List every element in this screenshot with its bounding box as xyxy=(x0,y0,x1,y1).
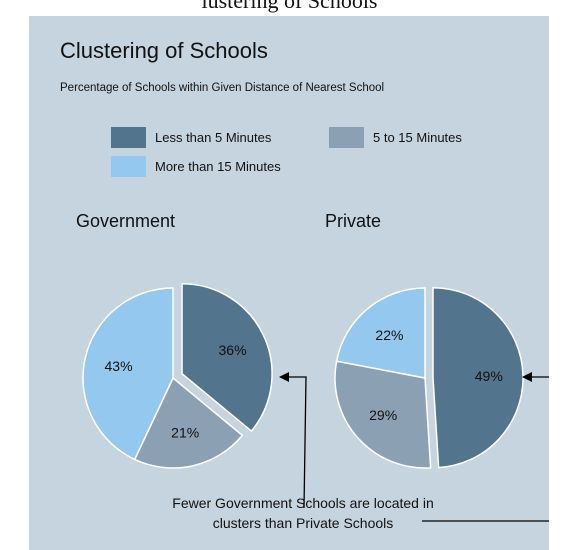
private-slice-label-1: 29% xyxy=(369,407,397,423)
legend-label-5-to-15: 5 to 15 Minutes xyxy=(373,130,462,145)
annotation-line-2: clusters than Private Schools xyxy=(213,515,394,531)
legend: Less than 5 Minutes 5 to 15 Minutes More… xyxy=(111,127,462,177)
page-caption-strip: lustering of Schools xyxy=(0,0,579,16)
government-slice-2 xyxy=(82,287,174,461)
chart-title: Clustering of Schools xyxy=(60,38,268,63)
legend-label-less-than-5: Less than 5 Minutes xyxy=(155,130,272,145)
page-caption-text: lustering of Schools xyxy=(201,0,378,13)
legend-swatch-less-than-5 xyxy=(111,127,146,148)
government-pie-title: Government xyxy=(76,211,175,231)
government-pie: 36% 21% 43% xyxy=(82,282,273,469)
private-slice-2 xyxy=(335,287,426,379)
government-slice-label-2: 43% xyxy=(105,358,133,374)
private-slice-label-0: 49% xyxy=(475,368,503,384)
annotation-arrows xyxy=(279,372,549,522)
private-arrowhead xyxy=(522,372,532,382)
private-arrow-line xyxy=(422,376,549,522)
chart-panel: Clustering of Schools Percentage of Scho… xyxy=(29,16,549,550)
government-slice-0 xyxy=(181,282,273,433)
legend-swatch-more-than-15 xyxy=(111,156,146,177)
legend-swatch-5-to-15 xyxy=(329,127,364,148)
government-slice-1 xyxy=(133,376,244,469)
private-slice-label-2: 22% xyxy=(375,327,403,343)
private-slice-0 xyxy=(432,286,524,469)
annotation-line-1: Fewer Government Schools are located in xyxy=(172,495,433,511)
private-slice-1 xyxy=(334,360,432,469)
chart-subtitle: Percentage of Schools within Given Dista… xyxy=(60,82,384,94)
private-pie: 49% 29% 22% xyxy=(334,286,524,469)
government-slice-label-1: 21% xyxy=(171,424,199,440)
government-arrowhead xyxy=(279,372,289,382)
government-slice-label-0: 36% xyxy=(219,342,247,358)
private-pie-title: Private xyxy=(325,211,381,231)
pie-charts-figure: Clustering of Schools Percentage of Scho… xyxy=(60,38,549,531)
legend-label-more-than-15: More than 15 Minutes xyxy=(155,159,281,174)
government-arrow-line xyxy=(280,376,307,509)
